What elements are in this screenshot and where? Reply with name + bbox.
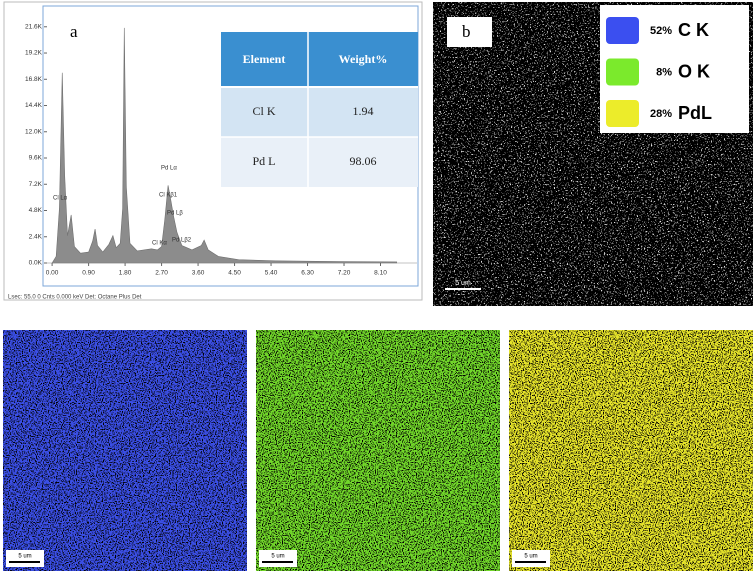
x-tick-label: 1.80 [119,270,132,277]
peak-label: Cl Kα [152,241,167,247]
peak-label: Pd Lβ [167,211,183,217]
peak-label: Cl Lα [53,196,68,202]
spectrum [51,27,398,264]
x-tick-label: 7.20 [338,270,351,277]
map-texture [256,330,500,571]
y-tick-label: 21.6K [25,23,43,30]
peak-label: Cl Kβ1 [159,193,178,199]
legend-percent: 52% [650,25,672,37]
legend-swatch [606,58,639,86]
scale-bar-label: 5 um [18,554,31,560]
panel-label-box [447,17,492,47]
y-tick-label: 12.0K [25,128,43,135]
table-row [221,87,418,137]
map-texture [3,330,247,571]
y-tick-label: 2.4K [29,233,43,240]
table-cell: 98.06 [350,154,377,168]
peak-label: Pd Lβ2 [172,238,192,244]
x-tick-label: 3.60 [192,270,205,277]
y-tick-label: 14.4K [25,102,43,109]
legend-element: PdL [678,103,712,123]
y-tick-label: 9.6K [29,155,43,162]
legend-percent: 28% [650,108,672,120]
legend-percent: 8% [656,66,672,78]
table-header-cell: Weight% [339,52,388,66]
y-tick-label: 7.2K [29,181,43,188]
scale-bar-label: 5 um [524,554,537,560]
table-cell: Cl K [252,104,275,118]
table-cell: 1.94 [353,104,374,118]
legend-swatch [606,100,639,127]
legend-swatch [606,17,639,44]
y-tick-label: 19.2K [25,50,43,57]
table-cell: Pd L [252,154,275,168]
panel-label: b [462,22,471,41]
legend-element: O K [678,61,710,81]
x-tick-label: 0.90 [82,270,95,277]
map-texture [509,330,753,571]
x-tick-label: 0.00 [46,270,59,277]
table-row [221,137,418,187]
y-tick-label: 4.8K [29,207,43,214]
table-header [221,32,418,87]
x-tick-label: 6.30 [301,270,314,277]
scale-bar-label: 5 um [271,554,284,560]
peak-label: Pd Lα [161,166,177,172]
table [221,32,418,187]
x-tick-label: 8.10 [374,270,387,277]
x-tick-label: 2.70 [155,270,168,277]
x-tick-label: 5.40 [265,270,278,277]
x-tick-label: 4.50 [228,270,241,277]
legend-element: C K [678,20,709,40]
y-tick-label: 16.8K [25,76,43,83]
y-tick-label: 0.0K [29,260,43,267]
table-header-cell: Element [243,52,286,66]
scale-bar-label: 5 um [455,280,471,287]
footer: Lsec: 55.0 0 Cnts 0.000 keV Det: Octane … [8,295,142,301]
panel-label: a [70,22,78,41]
